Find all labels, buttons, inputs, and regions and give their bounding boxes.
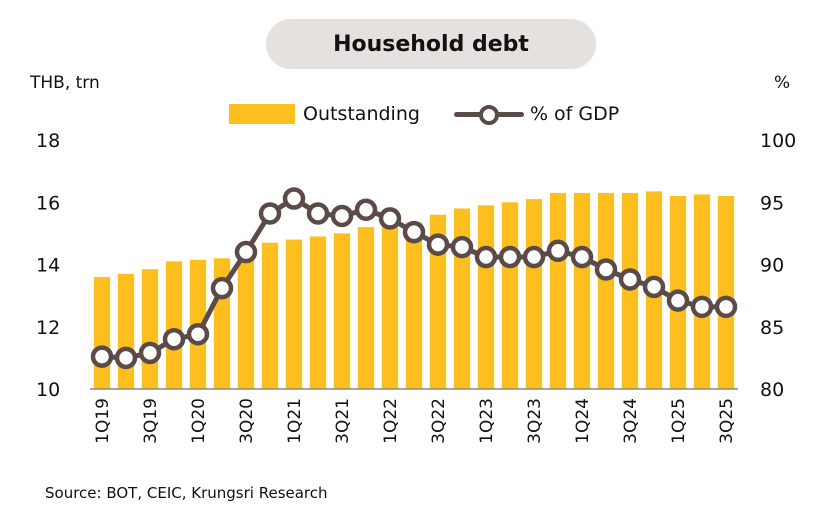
left-axis-tick: 18 — [36, 130, 60, 152]
right-axis-tick: 85 — [760, 317, 784, 339]
point-gdp — [450, 235, 474, 259]
point-gdp — [282, 187, 306, 210]
x-axis-tick: 3Q25 — [717, 398, 737, 444]
chart-title: Household debt — [266, 19, 596, 69]
bar-outstanding — [717, 196, 735, 389]
legend-bar-label: Outstanding — [303, 103, 420, 125]
bar-outstanding — [141, 269, 159, 389]
point-gdp — [690, 295, 714, 319]
source-note: Source: BOT, CEIC, Krungsri Research — [45, 484, 328, 502]
left-axis-tick: 10 — [36, 379, 60, 401]
left-axis-unit: THB, trn — [30, 73, 100, 93]
right-axis-unit: % — [774, 73, 791, 93]
point-gdp — [138, 341, 162, 365]
legend-line-label: % of GDP — [529, 103, 620, 125]
bar-outstanding — [621, 192, 639, 389]
bar-outstanding — [381, 224, 399, 389]
bar-outstanding — [117, 273, 135, 389]
x-axis-tick: 3Q23 — [525, 398, 545, 444]
right-axis-tick: 80 — [760, 379, 784, 401]
legend: Outstanding % of GDP — [229, 103, 619, 125]
right-axis-tick: 90 — [760, 255, 784, 277]
point-gdp — [114, 346, 138, 370]
x-axis-tick: 3Q24 — [621, 398, 641, 444]
x-axis-tick: 3Q21 — [333, 398, 353, 444]
right-axis-tick: 95 — [760, 192, 784, 214]
bar-outstanding — [285, 239, 303, 389]
bar-outstanding — [93, 276, 111, 389]
bar-outstanding — [453, 208, 471, 389]
point-gdp — [402, 220, 426, 244]
bar-outstanding — [501, 202, 519, 389]
point-gdp — [474, 245, 498, 269]
point-gdp — [90, 345, 114, 368]
bar-outstanding — [573, 192, 591, 389]
point-gdp — [498, 245, 522, 269]
point-gdp — [546, 239, 570, 263]
x-axis-tick: 1Q19 — [93, 398, 113, 444]
point-gdp — [594, 258, 618, 281]
point-gdp — [378, 207, 402, 230]
point-gdp — [330, 204, 354, 228]
bar-outstanding — [237, 244, 255, 389]
left-axis-tick: 16 — [36, 192, 60, 214]
bar-outstanding — [597, 192, 615, 389]
legend-bar-swatch — [229, 104, 295, 124]
bar-outstanding — [309, 236, 327, 389]
point-gdp — [618, 268, 642, 291]
x-axis-tick: 1Q22 — [381, 398, 401, 444]
point-gdp — [210, 276, 234, 300]
point-gdp — [354, 198, 378, 221]
x-axis-tick: 1Q25 — [669, 398, 689, 444]
point-gdp — [666, 289, 690, 312]
point-gdp — [162, 327, 186, 351]
bar-outstanding — [693, 194, 711, 389]
x-axis-tick: 1Q24 — [573, 398, 593, 444]
bar-outstanding — [357, 227, 375, 389]
left-axis-tick: 12 — [36, 317, 60, 339]
point-gdp — [714, 295, 738, 319]
x-axis-tick: 3Q22 — [429, 398, 449, 444]
x-axis-tick: 3Q20 — [237, 398, 257, 444]
bar-outstanding — [477, 205, 495, 389]
left-axis-tick: 14 — [36, 255, 60, 277]
right-axis-tick: 100 — [760, 130, 796, 152]
point-gdp — [642, 275, 666, 299]
x-axis-tick: 1Q23 — [477, 398, 497, 444]
bar-outstanding — [429, 214, 447, 389]
point-gdp — [186, 322, 210, 346]
x-axis-tick: 3Q19 — [141, 398, 161, 444]
bar-outstanding — [333, 233, 351, 389]
bar-outstanding — [525, 199, 543, 389]
bar-outstanding — [405, 222, 423, 389]
point-gdp — [258, 202, 282, 225]
chart-title-text: Household debt — [333, 31, 529, 57]
x-axis-tick: 1Q20 — [189, 398, 209, 444]
x-axis-tick: 1Q21 — [285, 398, 305, 444]
point-gdp — [234, 240, 258, 264]
point-gdp — [522, 245, 546, 269]
point-gdp — [570, 245, 594, 269]
bar-outstanding — [261, 242, 279, 389]
point-gdp — [426, 233, 450, 256]
legend-line-swatch — [453, 104, 524, 125]
bar-outstanding — [549, 192, 567, 389]
point-gdp — [306, 202, 330, 225]
bar-outstanding — [165, 261, 183, 389]
